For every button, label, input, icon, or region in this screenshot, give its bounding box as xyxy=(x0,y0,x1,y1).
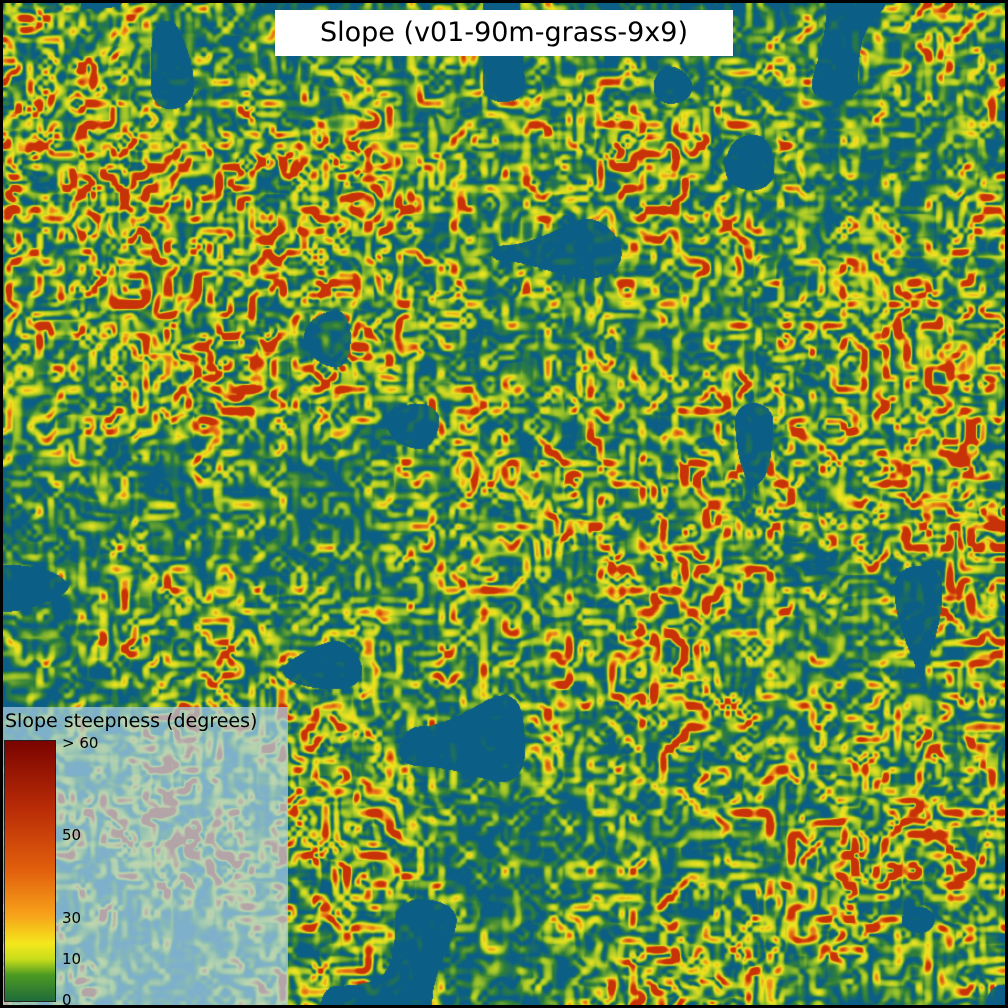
legend-tick-0: 0 xyxy=(62,991,72,1008)
legend-tick-50: 50 xyxy=(62,826,82,844)
map-title: Slope (v01-90m-grass-9x9) xyxy=(275,10,733,56)
legend-color-bar xyxy=(4,740,56,1002)
legend-tick-30: 30 xyxy=(62,909,82,927)
legend-title: Slope steepness (degrees) xyxy=(5,710,258,732)
legend-tick-10: 10 xyxy=(62,950,82,968)
legend-tick-60: > 60 xyxy=(62,734,99,752)
legend-panel: Slope steepness (degrees) > 60 50 30 10 … xyxy=(3,707,288,1005)
